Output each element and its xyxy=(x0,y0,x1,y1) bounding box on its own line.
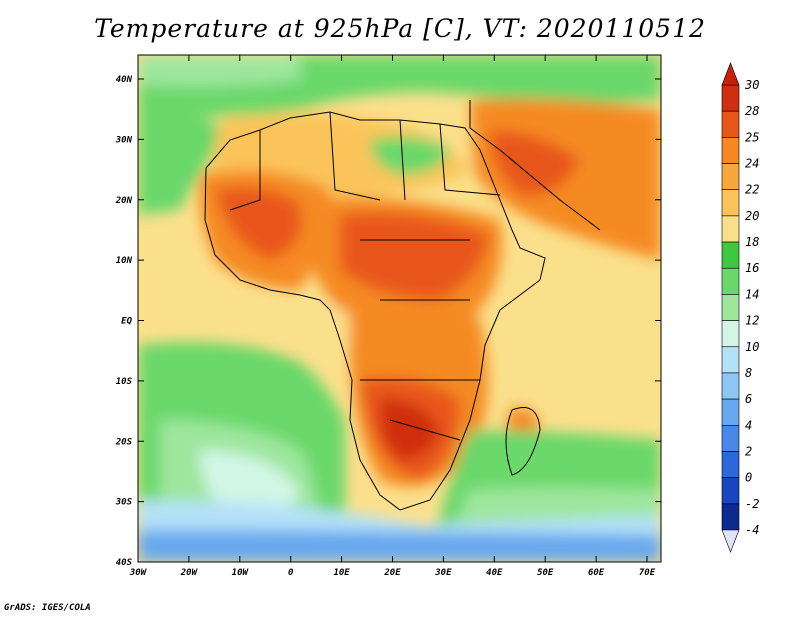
colorbar-label: -4 xyxy=(745,523,759,537)
colorbar-swatch xyxy=(721,163,740,191)
border-line xyxy=(399,119,406,201)
colorbar-swatch xyxy=(721,267,740,295)
lon-label: 70E xyxy=(639,568,656,578)
lat-label: 40N xyxy=(116,75,133,85)
colorbar-swatch xyxy=(721,110,740,138)
lon-label: 20W xyxy=(180,568,199,578)
colorbar-swatch xyxy=(721,346,740,374)
kalahari-peak-area xyxy=(379,399,440,460)
colorbar-label: 18 xyxy=(745,235,759,249)
colorbar-label: 14 xyxy=(745,287,759,301)
map-title: Temperature at 925hPa [C], VT: 202011051… xyxy=(94,14,706,43)
lat-label: 20N xyxy=(115,196,133,206)
colorbar-swatch xyxy=(721,84,740,112)
colorbar-swatch xyxy=(721,424,740,452)
grads-credit: GrADS: IGES/COLA xyxy=(4,603,91,613)
colorbar-label: 2 xyxy=(745,444,752,458)
colorbar-label: 24 xyxy=(745,157,759,171)
colorbar-swatch xyxy=(721,503,740,531)
colorbar-bottom-triangle xyxy=(721,529,740,553)
colorbar-label: 0 xyxy=(745,471,752,485)
lon-label: 10W xyxy=(232,568,250,578)
west-africa-hottest-area xyxy=(215,187,310,260)
madagascar-coastline xyxy=(505,407,541,476)
egypt-cool-area xyxy=(370,136,450,175)
colorbar-label: 25 xyxy=(745,130,759,144)
map-frame xyxy=(137,54,662,563)
border-line xyxy=(389,419,461,441)
colorbar-label: 6 xyxy=(745,392,752,406)
colorbar-label: 20 xyxy=(745,209,759,223)
arabia-hottest-area xyxy=(490,130,580,196)
colorbar-swatch xyxy=(721,294,740,321)
lon-label: 50E xyxy=(537,568,554,578)
colorbar-label: 16 xyxy=(745,261,759,275)
lat-label: 10S xyxy=(116,377,133,387)
lat-label: 20S xyxy=(115,437,133,447)
lat-label: 30S xyxy=(115,498,133,508)
colorbar-top-triangle xyxy=(721,62,740,86)
lon-label: 30W xyxy=(129,568,148,578)
southern-ocean-coldest-area xyxy=(138,530,661,562)
lon-label: 40E xyxy=(486,568,503,578)
lat-label: 40S xyxy=(116,558,133,568)
lat-label: 10N xyxy=(116,256,133,266)
border-line xyxy=(439,123,501,196)
colorbar-label: 4 xyxy=(745,418,752,432)
border-line xyxy=(229,130,261,211)
colorbar-swatch xyxy=(721,477,740,505)
lat-label: EQ xyxy=(121,317,132,327)
colorbar-swatch xyxy=(721,215,740,243)
colorbar-label: 22 xyxy=(745,183,759,197)
colorbar-label: -2 xyxy=(745,497,759,511)
colorbar-swatch xyxy=(721,398,740,426)
colorbar-label: 12 xyxy=(745,314,759,328)
colorbar-swatch xyxy=(721,137,740,164)
longitude-axis: 30W 20W 10W 0 10E 20E 30E 40E 50E 60E 70E xyxy=(129,55,656,578)
lon-label: 20E xyxy=(383,568,401,578)
lat-label: 30N xyxy=(115,135,133,145)
border-line xyxy=(329,111,381,201)
latitude-axis: 40N 30N 20N 10N EQ 10S 20S 30S 40S xyxy=(115,75,661,568)
arabia-coastline xyxy=(469,100,601,231)
colorbar-swatch xyxy=(721,189,740,217)
lon-label: 0 xyxy=(288,568,294,578)
colorbar-swatch xyxy=(721,451,740,478)
colorbar-swatch xyxy=(721,241,740,269)
lon-label: 30E xyxy=(434,568,452,578)
colorbar-label: 28 xyxy=(745,104,759,118)
sahel-hottest-belt xyxy=(340,212,490,300)
colorbar-swatch xyxy=(721,372,740,400)
lon-label: 10E xyxy=(333,568,350,578)
colorbar-swatch xyxy=(721,320,740,348)
gulf-of-guinea-mild-area xyxy=(260,299,360,360)
temperature-field xyxy=(138,55,661,562)
north-atlantic-cool-area xyxy=(138,55,300,87)
country-borders xyxy=(204,100,601,511)
colorbar-label: 10 xyxy=(745,340,759,354)
colorbar-label: 8 xyxy=(745,366,752,380)
lon-label: 60E xyxy=(588,568,605,578)
canary-current-cool-area xyxy=(138,114,230,215)
colorbar-label: 30 xyxy=(744,78,759,92)
